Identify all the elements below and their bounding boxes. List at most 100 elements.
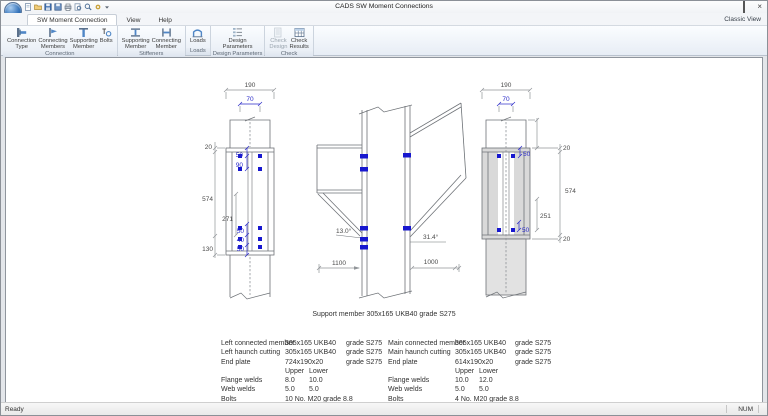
status-message: Ready — [5, 405, 24, 413]
stiffeners-connecting-member-button[interactable]: Connecting Member — [151, 27, 182, 51]
dim-left-top: 20 — [205, 144, 213, 151]
ribbon-tab-row: SW Moment Connection View Help Classic V… — [1, 13, 767, 26]
open-icon[interactable] — [34, 3, 42, 11]
right-view-bolts — [497, 154, 515, 232]
table-row: Bolts 4 No. M20 grade 8.8 — [388, 395, 519, 403]
qat-dropdown-icon[interactable] — [104, 3, 110, 11]
design-parameters-button[interactable]: Design Parameters — [222, 27, 254, 51]
dim-right-width: 190 — [501, 82, 512, 89]
connection-type-icon — [17, 28, 27, 37]
right-connection-view: 190 70 50 50 251 20 574 20 — [479, 82, 576, 299]
group-label-stiffeners: Stiffeners — [117, 50, 185, 58]
dim-right-e1: 50 — [523, 151, 531, 158]
table-row: Flange welds 8.0 10.0 — [221, 377, 323, 385]
options-icon[interactable] — [94, 3, 102, 11]
dim-right-angle: 31.4° — [423, 233, 439, 241]
title-bar: CADS SW Moment Connections × — [1, 1, 767, 16]
group-loads: Loads Loads — [185, 26, 211, 55]
status-divider — [758, 405, 759, 413]
table-row: Upper Lower — [285, 367, 329, 375]
group-label-loads: Loads — [185, 48, 210, 55]
loads-icon — [192, 29, 203, 38]
stiffener-supporting-icon — [131, 28, 141, 37]
dim-left-p1: 90 — [236, 162, 244, 169]
bolts-icon — [102, 28, 111, 37]
connection-type-button[interactable]: Connection Type — [6, 27, 37, 51]
left-connection-table: Left connected member 305x165 UKB40 grade … — [221, 339, 383, 403]
close-icon[interactable]: × — [757, 2, 762, 11]
num-lock-indicator: NUM — [738, 405, 753, 413]
dim-left-length: 1100 — [332, 260, 346, 267]
bolts-button[interactable]: Bolts — [99, 27, 114, 45]
left-connection-view: 190 70 20 574 130 271 50 90 50 40 50 — [202, 82, 277, 300]
connecting-members-icon — [49, 28, 58, 37]
table-row: Left haunch cutting 305x165 UKB40 grade S2… — [221, 349, 383, 357]
dim-left-p2: 40 — [237, 237, 245, 244]
status-bar: Ready NUM — [1, 402, 767, 415]
stiffener-connecting-icon — [161, 28, 171, 37]
dim-right-inner: 251 — [540, 213, 551, 220]
save-as-icon[interactable] — [54, 3, 62, 11]
dim-right-bottom: 20 — [563, 236, 571, 243]
new-icon[interactable] — [24, 3, 32, 11]
group-check: Check Design Check Results Check — [265, 26, 314, 58]
dim-right-e2: 50 — [522, 227, 530, 234]
dim-left-mid: 574 — [202, 196, 213, 203]
dim-left-gauge: 70 — [246, 96, 254, 103]
group-label-check: Check — [265, 50, 313, 58]
dim-left-e3: 50 — [237, 246, 245, 253]
quick-access-toolbar — [24, 3, 110, 11]
table-row: Web welds 5.0 5.0 — [388, 386, 489, 394]
group-label-connection: Connection — [3, 50, 117, 58]
drawing-canvas[interactable]: 190 70 20 574 130 271 50 90 50 40 50 — [5, 57, 763, 403]
group-connection: Connection Type Connecting Members Suppo… — [3, 26, 118, 58]
table-row: Main connected member 305x165 UKB40 grade … — [388, 340, 552, 347]
right-connection-table: Main connected member 305x165 UKB40 grade … — [388, 339, 552, 403]
loads-button[interactable]: Loads — [189, 27, 207, 45]
tab-sw-moment-connection[interactable]: SW Moment Connection — [27, 14, 118, 25]
dim-right-gauge: 70 — [502, 96, 510, 103]
check-results-button[interactable]: Check Results — [288, 27, 309, 51]
dim-right-mid: 574 — [565, 188, 576, 195]
classic-view-link[interactable]: Classic View — [724, 16, 761, 23]
tab-help[interactable]: Help — [158, 17, 172, 24]
connecting-members-button[interactable]: Connecting Members — [37, 27, 68, 51]
preview-icon[interactable] — [74, 3, 82, 11]
save-icon[interactable] — [44, 3, 52, 11]
check-results-icon — [294, 27, 305, 37]
support-member-label: Support member 305x165 UKB40 grade S275 — [312, 311, 456, 318]
middle-view-bolts — [360, 153, 411, 250]
ribbon: Connection Type Connecting Members Suppo… — [1, 26, 767, 58]
dim-left-e2: 50 — [237, 228, 245, 235]
window-title: CADS SW Moment Connections — [335, 3, 433, 10]
table-row: Flange welds 10.0 12.0 — [388, 377, 493, 385]
middle-elevation-view: 13.0° 31.4° 1100 1000 — [316, 102, 467, 299]
group-design-parameters: Design Parameters Design Parameters — [210, 26, 266, 58]
group-label-design-parameters: Design Parameters — [210, 50, 265, 58]
connection-drawing: 190 70 20 574 130 271 50 90 50 40 50 — [202, 82, 576, 300]
check-design-button[interactable]: Check Design — [268, 27, 288, 51]
print-icon[interactable] — [64, 3, 72, 11]
zoom-icon[interactable] — [84, 3, 92, 11]
table-row: Bolts 10 No. M20 grade 8.8 — [221, 395, 353, 403]
dim-left-e1: 50 — [236, 152, 244, 159]
table-row: End plate 724x190x20 grade S275 — [221, 358, 383, 366]
table-row: Web welds 5.0 5.0 — [221, 386, 319, 394]
table-row: Left connected member 305x165 UKB40 grade … — [221, 340, 383, 347]
group-stiffeners: Supporting Member Connecting Member Stif… — [117, 26, 186, 58]
status-divider — [726, 405, 727, 413]
dim-left-angle: 13.0° — [336, 227, 352, 235]
tab-view[interactable]: View — [126, 17, 141, 24]
table-row: Main haunch cutting 305x165 UKB40 grade S2… — [388, 349, 552, 357]
dim-left-width: 190 — [245, 82, 256, 89]
window-controls: × — [731, 1, 762, 16]
dim-right-top: 20 — [563, 145, 571, 152]
table-row: End plate 614x190x20 grade S275 — [388, 358, 552, 366]
stiffeners-supporting-member-button[interactable]: Supporting Member — [121, 27, 151, 51]
supporting-member-icon — [79, 28, 89, 37]
check-design-icon — [274, 27, 282, 38]
left-view-bolts — [238, 154, 262, 249]
dim-left-inner: 271 — [222, 216, 233, 223]
supporting-member-button[interactable]: Supporting Member — [69, 27, 99, 51]
